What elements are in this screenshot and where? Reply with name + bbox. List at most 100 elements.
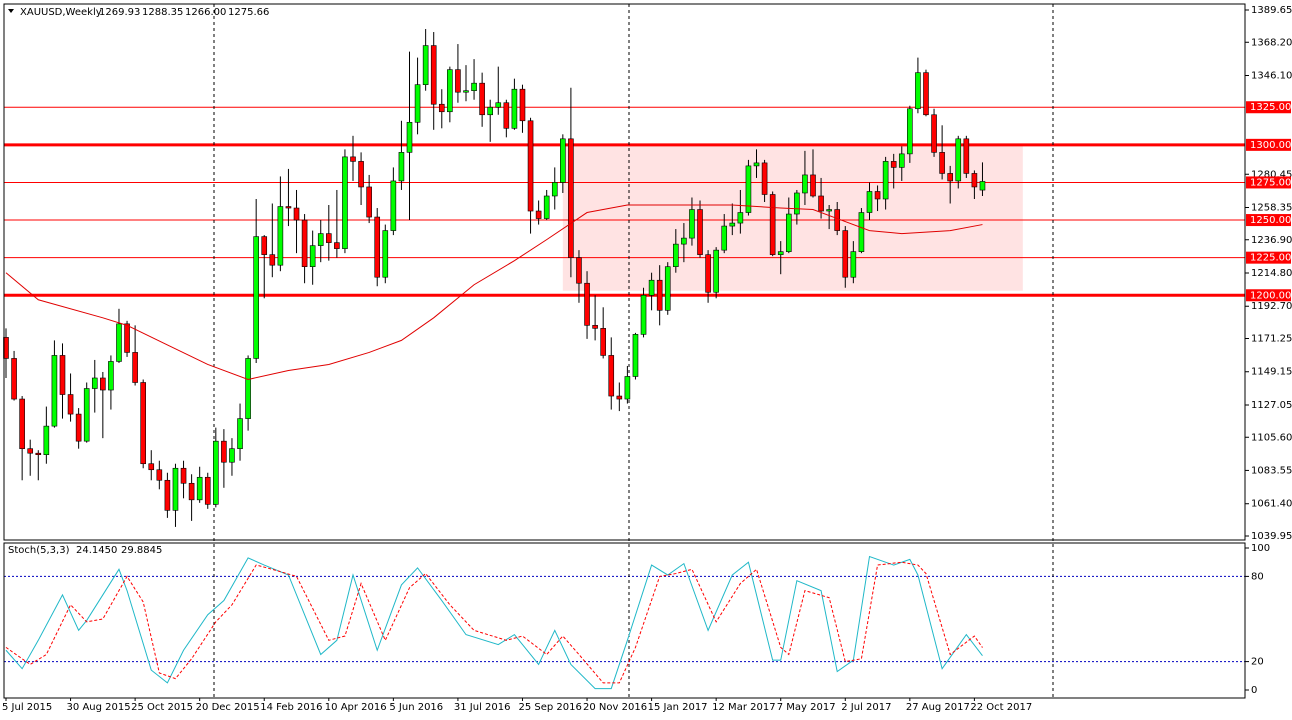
candle-body bbox=[334, 242, 340, 249]
candle-body bbox=[342, 156, 348, 249]
candle-body bbox=[447, 69, 453, 113]
y-tick-label: 1061.40 bbox=[1251, 499, 1292, 510]
candle-body bbox=[438, 103, 445, 113]
chart-title: XAUUSD,Weekly bbox=[20, 7, 102, 18]
level-label-box bbox=[1246, 101, 1291, 114]
candle-body bbox=[979, 181, 986, 191]
x-tick-label: 15 Jan 2017 bbox=[648, 702, 708, 713]
y-tick-label: 0 bbox=[1251, 685, 1257, 696]
y-tick-label: 1149.15 bbox=[1251, 367, 1292, 378]
candle-body bbox=[826, 209, 832, 212]
candle-body bbox=[479, 82, 485, 116]
candle-body bbox=[785, 213, 792, 252]
candle-body bbox=[180, 467, 187, 484]
candle-body bbox=[51, 355, 58, 427]
candle-body bbox=[769, 194, 776, 255]
y-tick-label: 1258.35 bbox=[1251, 202, 1292, 213]
candle-body bbox=[890, 161, 897, 168]
candle-body bbox=[309, 245, 316, 267]
candle-body bbox=[592, 325, 598, 329]
candle-body bbox=[35, 452, 42, 456]
candle-body bbox=[640, 294, 647, 335]
candle-body bbox=[27, 448, 34, 454]
level-label-box bbox=[1246, 176, 1291, 189]
candle-body bbox=[939, 152, 945, 174]
candle-body bbox=[568, 138, 574, 258]
candle-body bbox=[430, 45, 437, 105]
candle-body bbox=[576, 257, 582, 284]
candle-body bbox=[221, 440, 227, 463]
candle-body bbox=[681, 237, 687, 245]
candle-body bbox=[100, 377, 106, 391]
candle-body bbox=[317, 233, 324, 246]
candle-body bbox=[91, 377, 98, 389]
level-label: 1325.00 bbox=[1250, 102, 1291, 113]
candle-body bbox=[398, 152, 405, 182]
x-tick-label: 12 Mar 2017 bbox=[712, 702, 775, 713]
y-tick-label: 80 bbox=[1251, 571, 1264, 582]
candle-body bbox=[834, 209, 841, 231]
candle-body bbox=[43, 425, 50, 456]
level-label: 1275.00 bbox=[1250, 177, 1291, 188]
candle-body bbox=[261, 236, 268, 255]
candle-body bbox=[729, 222, 736, 227]
x-tick-label: 25 Sep 2016 bbox=[518, 702, 581, 713]
candle-body bbox=[971, 173, 978, 188]
level-label-box bbox=[1246, 214, 1291, 227]
level-label-box bbox=[1246, 251, 1291, 264]
candle-body bbox=[277, 206, 284, 266]
candle-body bbox=[67, 394, 74, 415]
zone-layer bbox=[562, 144, 1023, 291]
candle-body bbox=[761, 162, 768, 195]
level-label-box bbox=[1246, 289, 1291, 302]
candle-body bbox=[132, 352, 138, 383]
candle-body bbox=[874, 191, 881, 200]
candle-body bbox=[350, 156, 356, 162]
candle-body bbox=[382, 230, 389, 278]
stoch-frame bbox=[3, 542, 1246, 699]
candle-body bbox=[608, 355, 615, 397]
level-label-box bbox=[1246, 138, 1291, 151]
y-tick-label: 20 bbox=[1251, 657, 1264, 668]
stoch-line bbox=[5, 561, 983, 684]
candle-body bbox=[947, 173, 953, 182]
y-tick-label: 1105.60 bbox=[1251, 432, 1292, 443]
y-tick-label: 1171.25 bbox=[1251, 334, 1292, 345]
x-tick-label: 25 Oct 2015 bbox=[131, 702, 193, 713]
ohlc-label: 1275.66 bbox=[228, 7, 269, 18]
level-label: 1300.00 bbox=[1250, 140, 1291, 151]
indicator-value: 24.1450 bbox=[76, 545, 117, 556]
x-tick-label: 5 Jul 2015 bbox=[2, 702, 52, 713]
candle-body bbox=[83, 388, 90, 442]
indicator-value: 29.8845 bbox=[121, 545, 162, 556]
candle-body bbox=[721, 225, 728, 251]
candle-body bbox=[632, 334, 639, 377]
candle-body bbox=[882, 161, 889, 200]
ohlc-label: 1269.93 bbox=[99, 7, 140, 18]
candle-body bbox=[923, 72, 929, 116]
candle-body bbox=[519, 88, 526, 122]
candle-body bbox=[293, 207, 300, 221]
candle-body bbox=[963, 138, 970, 174]
y-tick-label: 1039.95 bbox=[1251, 531, 1292, 542]
level-label: 1225.00 bbox=[1250, 253, 1291, 264]
candle-body bbox=[301, 219, 308, 267]
candle-body bbox=[471, 82, 477, 91]
candle-body bbox=[648, 279, 655, 296]
candle-body bbox=[229, 448, 235, 463]
candle-body bbox=[907, 108, 913, 155]
y-tick-label: 1214.80 bbox=[1251, 268, 1292, 279]
candle-body bbox=[543, 195, 550, 219]
stoch-line bbox=[5, 555, 983, 690]
candle-body bbox=[495, 102, 502, 108]
y-tick-label: 1389.65 bbox=[1251, 5, 1292, 16]
candle-body bbox=[140, 382, 146, 465]
candle-body bbox=[269, 254, 276, 266]
x-tick-label: 30 Aug 2015 bbox=[67, 702, 131, 713]
candle-body bbox=[196, 476, 203, 501]
candle-body bbox=[616, 395, 623, 400]
candle-body bbox=[915, 72, 921, 110]
candle-body bbox=[213, 440, 219, 505]
candle-body bbox=[406, 121, 413, 153]
